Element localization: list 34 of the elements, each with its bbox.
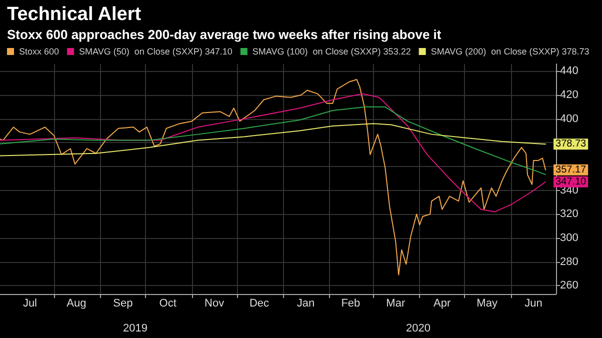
- line-series: [0, 78, 546, 276]
- legend-label: Stoxx 600: [19, 46, 60, 56]
- text: 2020: [406, 322, 430, 334]
- legend-label: SMAVG (100) on Close (SXXP) 353.22: [252, 46, 411, 56]
- y-tick-label: 400: [560, 112, 578, 125]
- y-tick-label: 420: [560, 88, 578, 101]
- legend-label: SMAVG (200) on Close (SXXP) 378.73: [430, 46, 590, 56]
- y-tick-label: 320: [560, 208, 578, 220]
- x-tick-label: Aug: [66, 298, 86, 310]
- text: 2019: [123, 322, 148, 334]
- chart-subtitle: Stoxx 600 approaches 200-day average two weeks after rising above it: [7, 27, 442, 42]
- legend-label: SMAVG (50) on Close (SXXP) 347.10: [79, 46, 232, 56]
- y-tick-label: 300: [560, 232, 578, 244]
- x-tick-label: May: [476, 298, 498, 310]
- x-tick-label: Apr: [434, 298, 451, 310]
- chart-title: Technical Alert: [7, 4, 142, 25]
- x-tick-label: Jun: [524, 298, 542, 310]
- line-series: [0, 93, 546, 212]
- x-tick-label: Dec: [249, 298, 270, 310]
- x-tick-label: Feb: [341, 298, 360, 310]
- x-tick-label: Nov: [204, 298, 225, 310]
- y-tick-label: 280: [560, 256, 578, 268]
- line-series: [0, 123, 546, 156]
- x-tick-label: Jan: [296, 298, 315, 310]
- data-label: 357.17: [556, 164, 587, 176]
- x-tick-label: Oct: [159, 298, 176, 310]
- x-tick-label: Mar: [386, 298, 406, 310]
- y-tick-label: 260: [560, 280, 578, 292]
- line-series: [0, 106, 546, 176]
- data-label: 347.10: [556, 176, 587, 188]
- data-label: 378.73: [556, 138, 587, 150]
- y-tick-label: 440: [560, 65, 578, 78]
- x-tick-label: Sep: [113, 298, 133, 310]
- x-tick-label: Jul: [22, 298, 38, 310]
